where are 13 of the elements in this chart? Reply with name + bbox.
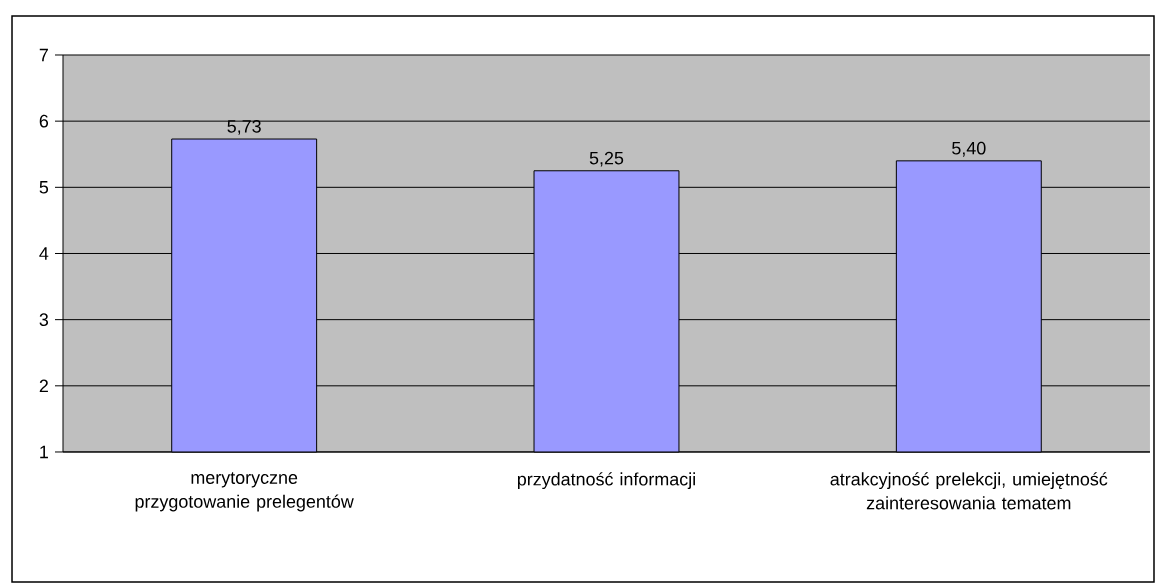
y-tick-label: 4 — [39, 247, 49, 260]
y-tick-label: 3 — [39, 313, 49, 326]
x-tick-label: merytoryczne przygotowanie prelegentów — [135, 472, 354, 512]
y-tick-label: 5 — [39, 181, 49, 194]
x-tick-label: przydatność informacji — [517, 472, 695, 490]
y-tick-label: 6 — [39, 114, 49, 128]
data-label: 5,40 — [952, 141, 986, 157]
y-tick-label: 7 — [39, 48, 48, 62]
data-label: 5,25 — [589, 151, 624, 167]
y-tick-label: 1 — [40, 445, 48, 459]
y-tick-label: 2 — [39, 379, 48, 393]
data-label: 5,73 — [227, 120, 261, 135]
x-tick-label: atrakcyjność prelekcji, umiejętność zainteresowania tematem — [830, 472, 1108, 510]
